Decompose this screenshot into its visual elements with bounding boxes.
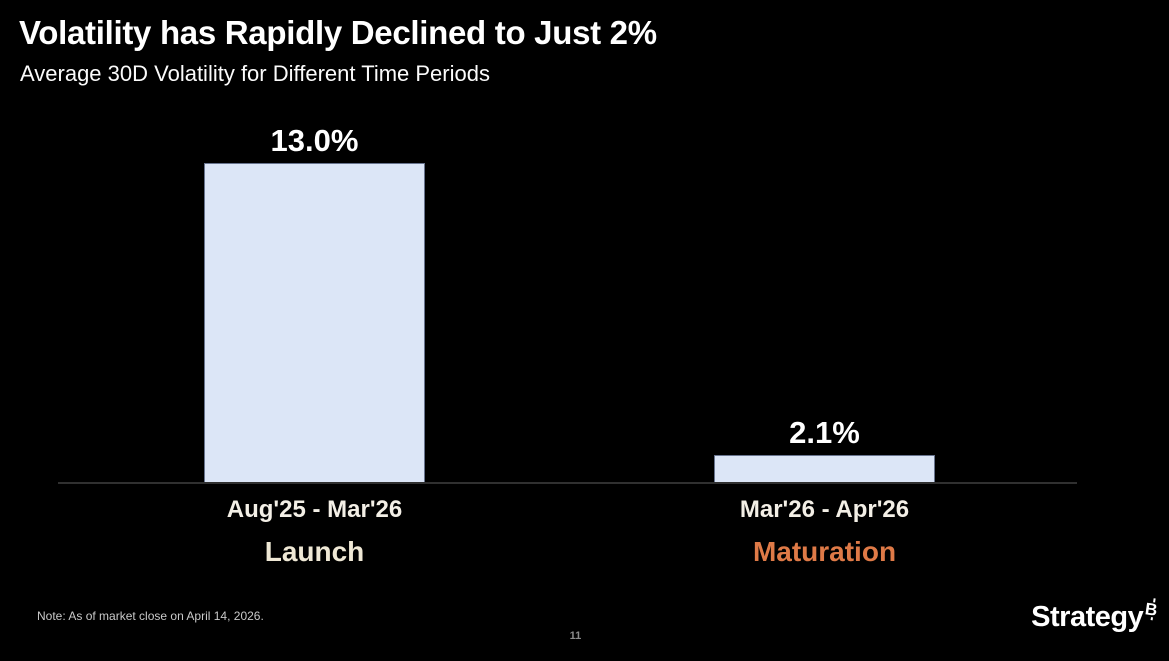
x-axis-line bbox=[58, 482, 1077, 484]
page-number: 11 bbox=[569, 630, 582, 642]
footnote: Note: As of market close on April 14, 20… bbox=[37, 609, 264, 623]
phase-label-launch: Launch bbox=[264, 536, 365, 567]
value-label-maturation: 2.1% bbox=[789, 414, 860, 450]
bar-column-launch: 13.0% bbox=[204, 100, 425, 484]
strategy-logo: StrategyB bbox=[1031, 599, 1159, 634]
bar-column-maturation: 2.1% bbox=[714, 100, 935, 484]
value-label-launch: 13.0% bbox=[270, 122, 359, 158]
page-title: Volatility has Rapidly Declined to Just … bbox=[19, 14, 657, 51]
phase-label-maturation: Maturation bbox=[752, 536, 897, 567]
bitcoin-symbol-icon: B bbox=[1144, 599, 1159, 620]
bar-maturation bbox=[714, 455, 935, 484]
bar-launch bbox=[204, 163, 425, 484]
category-label-maturation: Mar'26 - Apr'26 bbox=[739, 496, 910, 523]
category-label-launch: Aug'25 - Mar'26 bbox=[226, 496, 403, 523]
chart-subtitle: Average 30D Volatility for Different Tim… bbox=[20, 61, 490, 86]
strategy-logo-text: Strategy bbox=[1031, 601, 1144, 633]
